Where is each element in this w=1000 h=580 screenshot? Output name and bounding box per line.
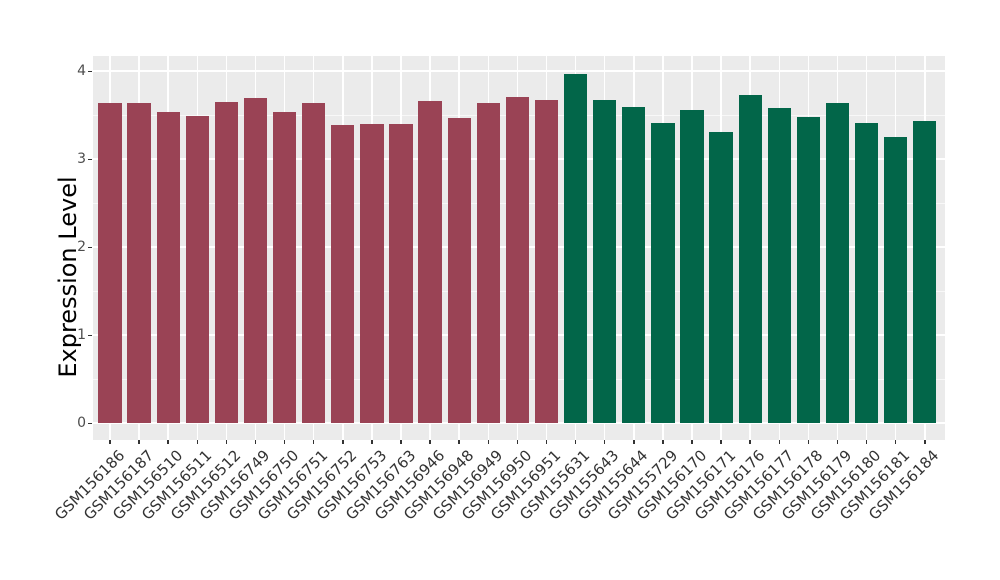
x-tick-mark xyxy=(312,440,315,444)
x-tick-mark xyxy=(400,440,402,444)
x-tick-mark xyxy=(894,440,897,444)
bar-GSM156178 xyxy=(796,117,821,424)
bar-GSM156512 xyxy=(214,102,239,424)
y-tick-label: 0 xyxy=(77,415,86,432)
x-tick-mark xyxy=(109,440,111,444)
x-tick-mark xyxy=(283,440,286,444)
bar-GSM155644 xyxy=(622,107,646,424)
bar-GSM156170 xyxy=(680,110,704,424)
y-tick-mark xyxy=(88,422,92,425)
x-tick-mark xyxy=(487,440,490,444)
x-tick-mark xyxy=(749,440,751,444)
x-tick-mark xyxy=(633,440,635,444)
x-tick-mark xyxy=(458,440,460,444)
bar-GSM156946 xyxy=(418,101,442,424)
bar-GSM155631 xyxy=(563,73,588,424)
x-tick-mark xyxy=(836,440,839,444)
bar-GSM156184 xyxy=(913,120,937,424)
bar-GSM156176 xyxy=(738,95,762,424)
y-tick-label: 3 xyxy=(77,151,86,168)
y-tick-mark xyxy=(88,334,92,337)
bar-GSM156186 xyxy=(98,103,122,424)
plot-panel xyxy=(93,56,945,440)
bar-GSM156950 xyxy=(505,96,530,424)
x-tick-mark xyxy=(225,440,228,444)
bar-GSM156511 xyxy=(185,116,209,424)
bar-GSM156948 xyxy=(447,117,471,424)
x-tick-mark xyxy=(720,440,722,444)
x-tick-mark xyxy=(545,440,548,444)
y-tick-mark xyxy=(88,246,92,249)
x-tick-mark xyxy=(574,440,577,444)
x-tick-mark xyxy=(516,440,519,444)
x-tick-mark xyxy=(924,440,926,444)
bar-GSM156187 xyxy=(127,103,151,424)
x-tick-mark xyxy=(807,440,810,444)
bar-GSM156749 xyxy=(243,97,268,424)
x-tick-mark xyxy=(429,440,431,444)
bar-GSM156752 xyxy=(331,125,355,424)
bar-GSM156171 xyxy=(709,132,733,424)
x-tick-mark xyxy=(865,440,868,444)
bar-GSM156750 xyxy=(272,111,297,424)
y-tick-mark xyxy=(88,70,92,73)
x-tick-mark xyxy=(342,440,344,444)
x-tick-mark xyxy=(196,440,199,444)
x-tick-mark xyxy=(254,440,257,444)
bar-GSM156753 xyxy=(360,124,384,424)
bar-GSM156179 xyxy=(825,103,850,424)
x-tick-mark xyxy=(691,440,693,444)
x-tick-mark xyxy=(778,440,781,444)
bar-GSM156751 xyxy=(302,103,326,424)
bar-GSM156951 xyxy=(534,100,559,424)
bar-GSM156510 xyxy=(156,111,180,424)
x-tick-mark xyxy=(662,440,664,444)
y-axis-title: Expression Level xyxy=(54,176,82,378)
y-tick-label: 2 xyxy=(77,239,86,256)
bar-GSM155729 xyxy=(651,123,675,424)
gridline-major-horizontal xyxy=(93,70,945,73)
bar-GSM156763 xyxy=(389,124,413,424)
x-tick-mark xyxy=(167,440,169,444)
y-tick-label: 4 xyxy=(77,63,86,80)
y-tick-label: 1 xyxy=(77,327,86,344)
bar-GSM156949 xyxy=(476,103,500,424)
x-tick-mark xyxy=(603,440,606,444)
bar-GSM155643 xyxy=(593,100,617,424)
x-tick-mark xyxy=(371,440,373,444)
bar-GSM156180 xyxy=(854,123,879,424)
bar-GSM156181 xyxy=(884,137,908,424)
y-tick-mark xyxy=(88,158,92,161)
bar-GSM156177 xyxy=(767,108,791,424)
x-tick-mark xyxy=(138,440,140,444)
